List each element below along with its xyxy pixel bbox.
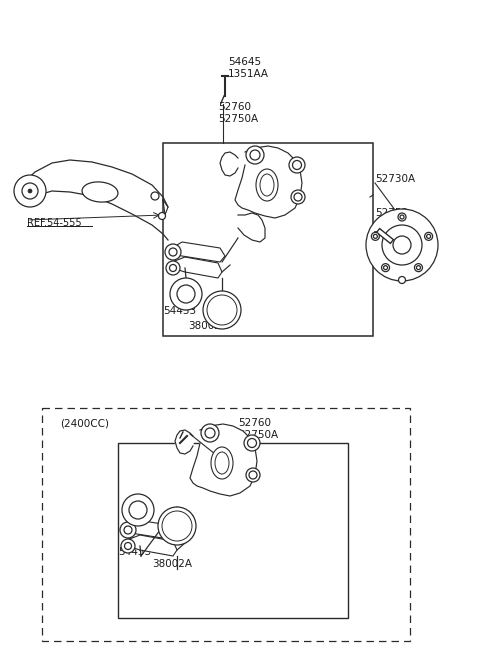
Circle shape <box>248 438 256 447</box>
Circle shape <box>169 264 177 272</box>
Circle shape <box>122 494 154 526</box>
Ellipse shape <box>215 452 229 474</box>
Circle shape <box>250 150 260 160</box>
Polygon shape <box>172 257 222 278</box>
Circle shape <box>211 299 233 321</box>
Ellipse shape <box>260 174 274 196</box>
Circle shape <box>417 266 420 270</box>
Polygon shape <box>235 146 302 218</box>
Polygon shape <box>220 152 238 176</box>
Circle shape <box>14 175 46 207</box>
Circle shape <box>373 234 377 238</box>
Text: 52763: 52763 <box>218 460 251 470</box>
Text: 52730A: 52730A <box>375 174 415 184</box>
Circle shape <box>244 435 260 451</box>
Circle shape <box>382 264 390 272</box>
Circle shape <box>120 522 136 538</box>
Polygon shape <box>190 424 257 496</box>
Circle shape <box>166 515 188 537</box>
Polygon shape <box>175 430 193 454</box>
Polygon shape <box>127 535 177 556</box>
Circle shape <box>393 236 411 254</box>
Text: 54453: 54453 <box>163 306 196 316</box>
Circle shape <box>292 161 301 169</box>
Text: 1351AA: 1351AA <box>228 69 269 79</box>
Text: 52752: 52752 <box>375 208 408 218</box>
Circle shape <box>170 278 202 310</box>
Circle shape <box>28 189 32 193</box>
Circle shape <box>129 501 147 519</box>
Ellipse shape <box>211 447 233 479</box>
Circle shape <box>158 507 196 545</box>
Circle shape <box>366 209 438 281</box>
Circle shape <box>165 244 181 260</box>
Text: 38002A: 38002A <box>188 321 228 331</box>
Ellipse shape <box>82 182 118 202</box>
Circle shape <box>246 146 264 164</box>
Circle shape <box>151 192 159 200</box>
Text: 52750A: 52750A <box>238 430 278 440</box>
Circle shape <box>427 234 431 238</box>
Bar <box>42 408 410 641</box>
Text: 54645: 54645 <box>228 57 261 67</box>
Polygon shape <box>22 160 168 240</box>
Circle shape <box>425 232 432 240</box>
Text: 38002A: 38002A <box>152 559 192 569</box>
Circle shape <box>158 213 166 220</box>
Bar <box>118 443 348 618</box>
Circle shape <box>121 539 135 553</box>
Circle shape <box>169 248 177 256</box>
Circle shape <box>205 428 215 438</box>
Circle shape <box>22 183 38 199</box>
Text: (2400CC): (2400CC) <box>60 418 109 428</box>
Circle shape <box>382 225 422 265</box>
Circle shape <box>124 526 132 534</box>
Circle shape <box>201 424 219 442</box>
Circle shape <box>289 157 305 173</box>
Circle shape <box>294 193 302 201</box>
Circle shape <box>246 468 260 482</box>
Circle shape <box>291 190 305 204</box>
Polygon shape <box>172 242 225 262</box>
Polygon shape <box>238 213 265 242</box>
Circle shape <box>384 266 387 270</box>
Circle shape <box>398 276 406 283</box>
Text: REF.54-555: REF.54-555 <box>27 218 82 228</box>
Circle shape <box>177 285 195 303</box>
Circle shape <box>400 215 404 219</box>
Circle shape <box>249 471 257 479</box>
Circle shape <box>414 264 422 272</box>
Circle shape <box>203 291 241 329</box>
Circle shape <box>207 295 237 325</box>
Text: 52760: 52760 <box>218 102 251 112</box>
Circle shape <box>372 232 379 240</box>
Circle shape <box>398 213 406 221</box>
Circle shape <box>166 261 180 275</box>
Polygon shape <box>127 520 180 540</box>
Circle shape <box>162 511 192 541</box>
Text: 54453: 54453 <box>118 547 151 557</box>
Circle shape <box>124 543 132 550</box>
Ellipse shape <box>256 169 278 201</box>
Bar <box>163 143 373 336</box>
Text: 52750A: 52750A <box>218 114 258 124</box>
Text: 52760: 52760 <box>238 418 271 428</box>
